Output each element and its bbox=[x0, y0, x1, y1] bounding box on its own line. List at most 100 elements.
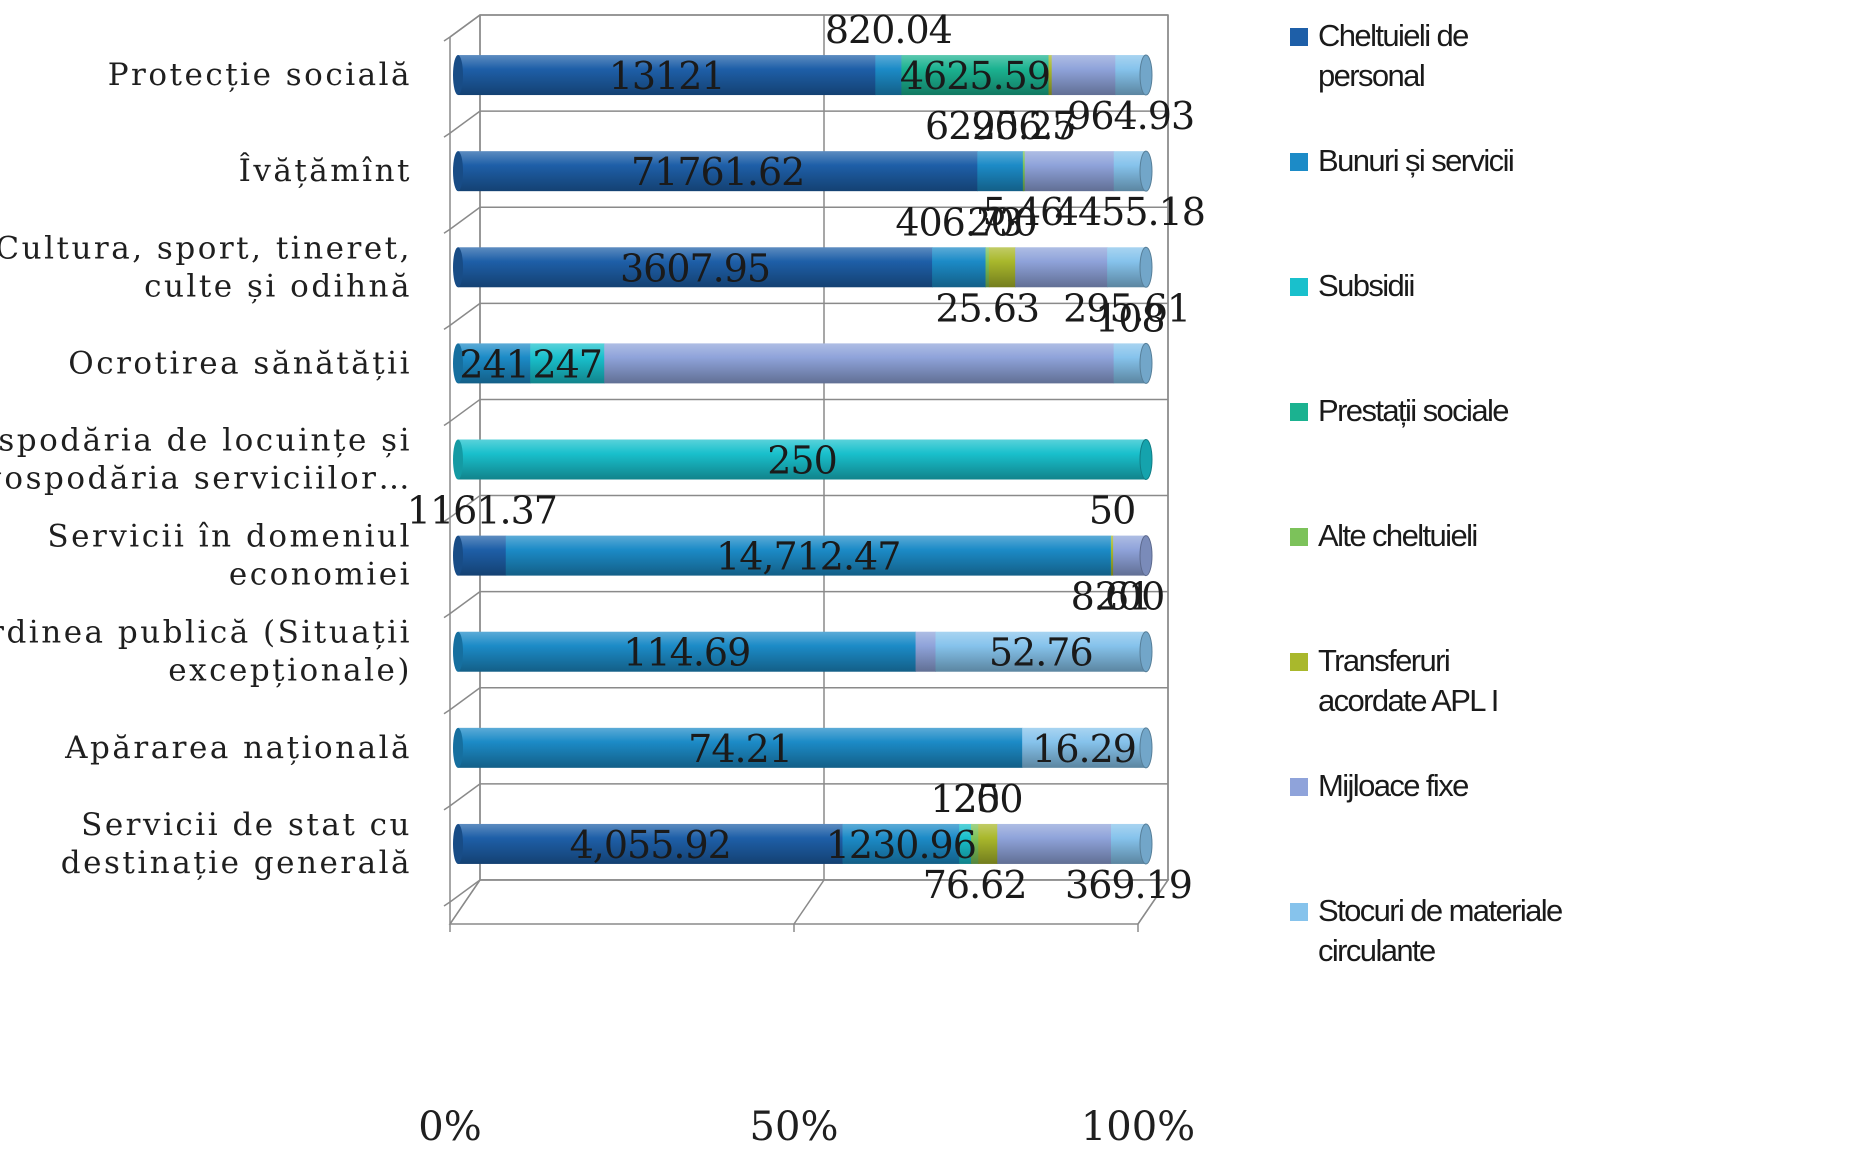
bar-segment bbox=[458, 55, 876, 96]
bar-segment bbox=[458, 151, 978, 192]
bar-end-cap bbox=[453, 823, 463, 864]
legend-swatch bbox=[1290, 403, 1308, 421]
bar-segment bbox=[1022, 727, 1147, 768]
data-label: 6290.25 bbox=[925, 104, 1075, 148]
data-label: 1161.37 bbox=[407, 489, 557, 533]
bar-segment bbox=[988, 247, 1016, 288]
bar-series-group bbox=[453, 54, 1153, 865]
side-wall-gridline bbox=[449, 687, 481, 711]
category-label: Ocrotirea sănătății bbox=[68, 345, 412, 381]
legend-swatch bbox=[1290, 153, 1308, 171]
data-label: 76.62 bbox=[923, 863, 1027, 907]
data-label: 369.19 bbox=[1065, 863, 1192, 907]
legend-label: Prestații sociale bbox=[1318, 393, 1508, 428]
data-label: 14,712.47 bbox=[716, 535, 900, 579]
bar-end-cap bbox=[453, 151, 463, 192]
bar-segment bbox=[935, 631, 1147, 672]
legend-swatch bbox=[1290, 653, 1308, 671]
data-label: 13121 bbox=[609, 54, 725, 98]
bar-end-cap bbox=[1139, 246, 1153, 288]
data-label: 50 bbox=[1089, 489, 1135, 533]
gridline-floor bbox=[449, 879, 481, 925]
category-label: Apărarea națională bbox=[64, 730, 412, 766]
legend-swatch bbox=[1290, 28, 1308, 46]
bar-segment bbox=[1111, 535, 1114, 576]
x-tick-label: 0% bbox=[418, 1104, 481, 1150]
data-label: 200 bbox=[967, 200, 1037, 244]
category-label: Servicii în domeniul bbox=[47, 519, 412, 555]
bar-segment bbox=[875, 55, 902, 96]
bar-segment bbox=[977, 151, 1024, 192]
legend-label: acordate APL I bbox=[1318, 683, 1498, 718]
bar-end-cap bbox=[1139, 823, 1153, 865]
data-label: 964.93 bbox=[1067, 94, 1194, 138]
bar-segment bbox=[458, 439, 1147, 480]
bar-end-cap bbox=[453, 631, 463, 672]
bar-segment bbox=[971, 823, 979, 864]
legend: Cheltuieli de personal Bunuri și servicii S… bbox=[1290, 18, 1564, 968]
category-label: Gospodăria de locuințe și bbox=[0, 423, 412, 459]
data-label: 16.29 bbox=[1032, 727, 1136, 771]
category-tick bbox=[443, 228, 451, 234]
data-label: 71761.62 bbox=[631, 150, 804, 194]
data-label: 5.46 bbox=[983, 190, 1064, 234]
bar-end-cap bbox=[1139, 439, 1153, 480]
bar-segment bbox=[1024, 151, 1115, 192]
legend-label: Bunuri și servicii bbox=[1318, 143, 1513, 178]
legend-swatch bbox=[1290, 278, 1308, 296]
category-axis: Protecție socială Îvățămînt Cultura, sport… bbox=[0, 57, 412, 881]
legend-label: Mijloace fixe bbox=[1318, 768, 1468, 803]
bar-segment bbox=[458, 343, 531, 384]
bar-end-cap bbox=[453, 55, 463, 96]
bar-segment bbox=[530, 343, 605, 384]
bar-end-cap bbox=[1139, 727, 1153, 769]
legend-swatch bbox=[1290, 528, 1308, 546]
legend-label: Cheltuieli de bbox=[1318, 18, 1468, 53]
data-label: 295.61 bbox=[1063, 286, 1190, 330]
side-wall-gridline bbox=[449, 206, 481, 230]
x-tick-label: 100% bbox=[1081, 1104, 1195, 1150]
data-label: 4455.18 bbox=[1055, 190, 1205, 234]
x-tick-label: 50% bbox=[750, 1104, 839, 1150]
legend-label: personal bbox=[1318, 58, 1424, 93]
data-label: 4625.59 bbox=[900, 54, 1050, 98]
bar-segment bbox=[959, 823, 972, 864]
side-wall-gridline bbox=[449, 879, 481, 903]
data-label: 125 bbox=[930, 777, 1000, 821]
data-label: 1230.96 bbox=[826, 823, 976, 867]
bar-end-cap bbox=[1139, 150, 1153, 192]
data-label: 820.04 bbox=[825, 8, 952, 52]
category-tick bbox=[443, 36, 451, 42]
bar-segment bbox=[1051, 55, 1116, 96]
bar-end-cap bbox=[453, 247, 463, 288]
bar-end-cap bbox=[453, 535, 463, 576]
data-label: 8.61 bbox=[1071, 575, 1152, 619]
legend-swatch bbox=[1290, 903, 1308, 921]
category-tick bbox=[443, 516, 451, 523]
category-label: Protecție socială bbox=[108, 57, 412, 93]
legend-label: Subsidii bbox=[1318, 268, 1414, 303]
data-label: 200 bbox=[1095, 575, 1165, 619]
category-label: excepționale) bbox=[168, 653, 412, 689]
data-label: 256.7 bbox=[972, 104, 1076, 148]
gridline-floor bbox=[1137, 879, 1169, 925]
legend-label: circulante bbox=[1318, 933, 1435, 968]
category-label: Servicii de stat cu bbox=[81, 807, 412, 843]
bar-segment bbox=[604, 343, 1115, 384]
bar-segment bbox=[1048, 55, 1053, 96]
bar-segment bbox=[978, 823, 998, 864]
bar-segment bbox=[505, 535, 1112, 576]
bar-segment bbox=[458, 727, 1023, 768]
data-label: 241 bbox=[459, 342, 529, 386]
category-label: Cultura, sport, tineret, bbox=[0, 230, 412, 266]
category-tick bbox=[443, 324, 451, 330]
bar-end-cap bbox=[1139, 342, 1153, 384]
bar-segment bbox=[901, 55, 1050, 96]
data-label: 200 bbox=[953, 777, 1023, 821]
data-label: 3607.95 bbox=[620, 246, 770, 290]
bar-end-cap bbox=[453, 343, 463, 384]
category-label: destinație generală bbox=[61, 845, 412, 881]
bar-end-cap bbox=[453, 727, 463, 768]
data-label: 25.63 bbox=[935, 286, 1039, 330]
